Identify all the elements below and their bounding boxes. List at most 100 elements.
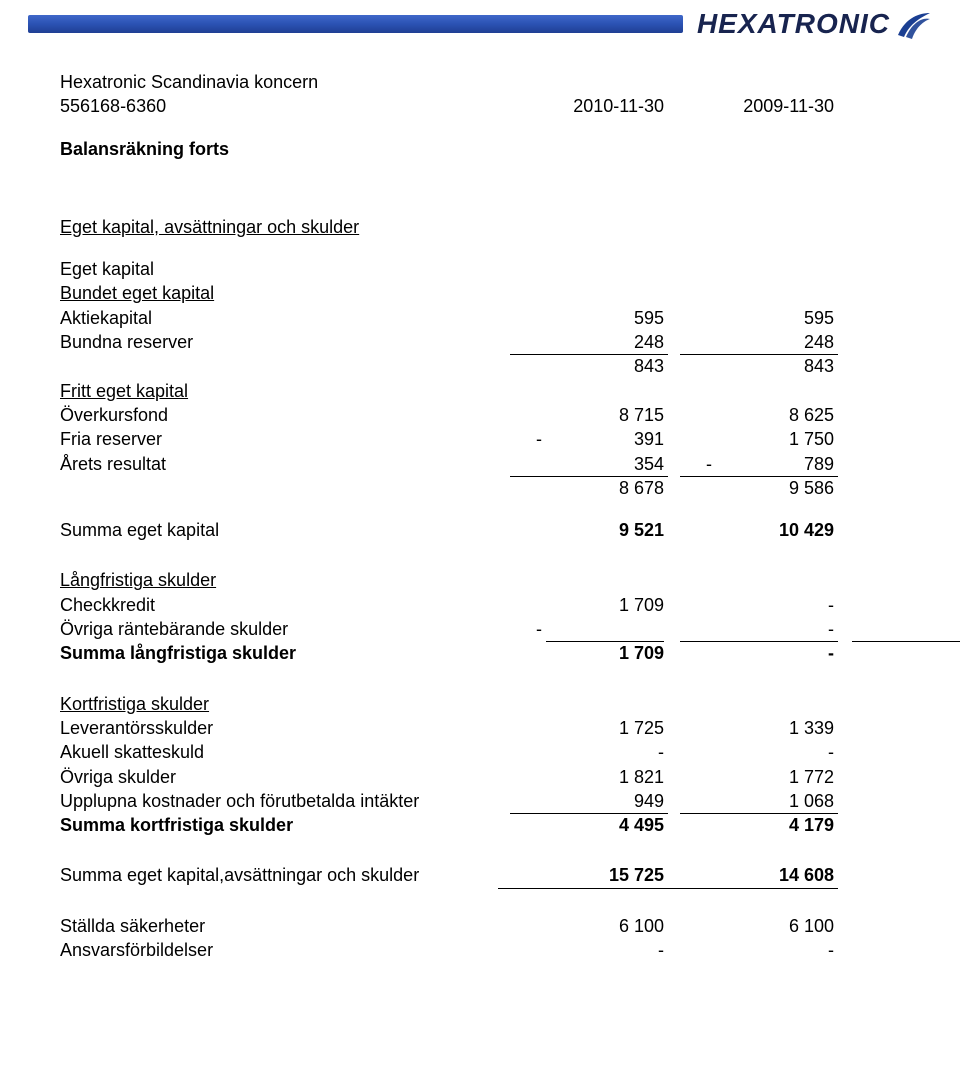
fria-label: Fria reserver [60, 427, 500, 451]
header-blue-bar [28, 15, 683, 33]
resultat-v1: 354 [500, 452, 670, 476]
uppl-label: Upplupna kostnader och förutbetalda intä… [60, 789, 500, 813]
ansvar-label: Ansvarsförbildelser [60, 938, 500, 962]
fria-v1-val: 391 [634, 429, 664, 449]
overkurs-v2: 8 625 [670, 403, 840, 427]
brand-text: HEXATRONIC [697, 8, 890, 40]
bundet-sum-row: 843 843 [60, 354, 900, 378]
kort-heading: Kortfristiga skulder [60, 692, 900, 716]
orgnr-dates: 556168-6360 2010-11-30 2009-11-30 [60, 94, 900, 118]
checkkredit-v1: 1 709 [500, 593, 670, 617]
summa-lang-label: Summa långfristiga skulder [60, 641, 500, 665]
aktiekapital-v2: 595 [670, 306, 840, 330]
summa-lang-row: Summa långfristiga skulder 1 709 - [60, 641, 900, 665]
company-name: Hexatronic Scandinavia koncern [60, 70, 500, 94]
skatt-v1: - [500, 740, 670, 764]
brand-swoosh-icon [896, 9, 932, 39]
ansvar-v2: - [670, 938, 840, 962]
total-v1: 15 725 [500, 863, 670, 887]
aktiekapital-v1: 595 [500, 306, 670, 330]
lev-label: Leverantörsskulder [60, 716, 500, 740]
overkurs-label: Överkursfond [60, 403, 500, 427]
top-header: HEXATRONIC [0, 0, 960, 46]
lev-v2: 1 339 [670, 716, 840, 740]
ovr-label: Övriga skulder [60, 765, 500, 789]
ovriga-rante-v1-val: - [536, 619, 542, 639]
aktiekapital-row: Aktiekapital 595 595 [60, 306, 900, 330]
bundet-label: Bundet eget kapital [60, 281, 500, 305]
lev-row: Leverantörsskulder 1 725 1 339 [60, 716, 900, 740]
stallda-label: Ställda säkerheter [60, 914, 500, 938]
orgnr: 556168-6360 [60, 94, 500, 118]
resultat-v2: -789 [670, 452, 840, 476]
summa-kort-v1: 4 495 [500, 813, 670, 837]
stallda-v2: 6 100 [670, 914, 840, 938]
date-col-1: 2010-11-30 [500, 94, 670, 118]
skatt-v2: - [670, 740, 840, 764]
ansvar-row: Ansvarsförbildelser - - [60, 938, 900, 962]
resultat-v2-prefix: - [706, 452, 712, 476]
total-row: Summa eget kapital,avsättningar och skul… [60, 863, 900, 887]
fritt-sum-v1: 8 678 [500, 476, 670, 500]
stallda-row: Ställda säkerheter 6 100 6 100 [60, 914, 900, 938]
page: HEXATRONIC Hexatronic Scandinavia koncer… [0, 0, 960, 982]
ovr-v1: 1 821 [500, 765, 670, 789]
summa-eget-v1: 9 521 [500, 518, 670, 542]
bundna-row: Bundna reserver 248 248 [60, 330, 900, 354]
eget-kapital-label: Eget kapital [60, 257, 500, 281]
fritt-sum-v2: 9 586 [670, 476, 840, 500]
uppl-v1: 949 [500, 789, 670, 813]
section-heading: Eget kapital, avsättningar och skulder [60, 215, 500, 239]
summa-kort-label: Summa kortfristiga skulder [60, 813, 500, 837]
fria-v1-prefix: - [536, 427, 542, 451]
brand: HEXATRONIC [697, 8, 932, 40]
ovriga-rante-v1: - [500, 617, 670, 641]
summa-lang-v1: 1 709 [500, 641, 670, 665]
page-title: Balansräkning forts [60, 137, 500, 161]
bundna-v2: 248 [670, 330, 840, 354]
fria-v2: 1 750 [670, 427, 840, 451]
fritt-sum-row: 8 678 9 586 [60, 476, 900, 500]
ovr-v2: 1 772 [670, 765, 840, 789]
ovriga-rante-rule-extra [852, 641, 960, 642]
checkkredit-row: Checkkredit 1 709 - [60, 593, 900, 617]
content-area: Hexatronic Scandinavia koncern 556168-63… [0, 46, 960, 982]
overkurs-v1: 8 715 [500, 403, 670, 427]
skatt-label: Akuell skatteskuld [60, 740, 500, 764]
bundna-label: Bundna reserver [60, 330, 500, 354]
uppl-row: Upplupna kostnader och förutbetalda intä… [60, 789, 900, 813]
checkkredit-v2: - [670, 593, 840, 617]
section-heading-row: Eget kapital, avsättningar och skulder [60, 215, 900, 239]
fria-v1: - 391 [500, 427, 670, 451]
skatt-row: Akuell skatteskuld - - [60, 740, 900, 764]
overkurs-row: Överkursfond 8 715 8 625 [60, 403, 900, 427]
kort-label: Kortfristiga skulder [60, 692, 500, 716]
checkkredit-label: Checkkredit [60, 593, 500, 617]
bundet-sum-v2: 843 [670, 354, 840, 378]
eget-kapital-group: Eget kapital [60, 257, 900, 281]
resultat-label: Årets resultat [60, 452, 500, 476]
summa-eget-row: Summa eget kapital 9 521 10 429 [60, 518, 900, 542]
uppl-v2: 1 068 [670, 789, 840, 813]
summa-eget-label: Summa eget kapital [60, 518, 500, 542]
summa-lang-v2: - [670, 641, 840, 665]
stallda-v1: 6 100 [500, 914, 670, 938]
bundna-v1: 248 [500, 330, 670, 354]
ansvar-v1: - [500, 938, 670, 962]
company-line: Hexatronic Scandinavia koncern [60, 70, 900, 94]
total-label: Summa eget kapital,avsättningar och skul… [60, 863, 500, 887]
fria-row: Fria reserver - 391 1 750 [60, 427, 900, 451]
bundet-sum-v1: 843 [500, 354, 670, 378]
ovriga-rante-label: Övriga räntebärande skulder [60, 617, 500, 641]
resultat-row: Årets resultat 354 -789 [60, 452, 900, 476]
lev-v1: 1 725 [500, 716, 670, 740]
fritt-label: Fritt eget kapital [60, 379, 500, 403]
summa-kort-row: Summa kortfristiga skulder 4 495 4 179 [60, 813, 900, 837]
fritt-heading: Fritt eget kapital [60, 379, 900, 403]
ovriga-rante-v2: - [670, 617, 840, 641]
ovriga-rante-row: Övriga räntebärande skulder - - [60, 617, 900, 641]
summa-kort-v2: 4 179 [670, 813, 840, 837]
bundet-heading: Bundet eget kapital [60, 281, 900, 305]
summa-eget-v2: 10 429 [670, 518, 840, 542]
aktiekapital-label: Aktiekapital [60, 306, 500, 330]
